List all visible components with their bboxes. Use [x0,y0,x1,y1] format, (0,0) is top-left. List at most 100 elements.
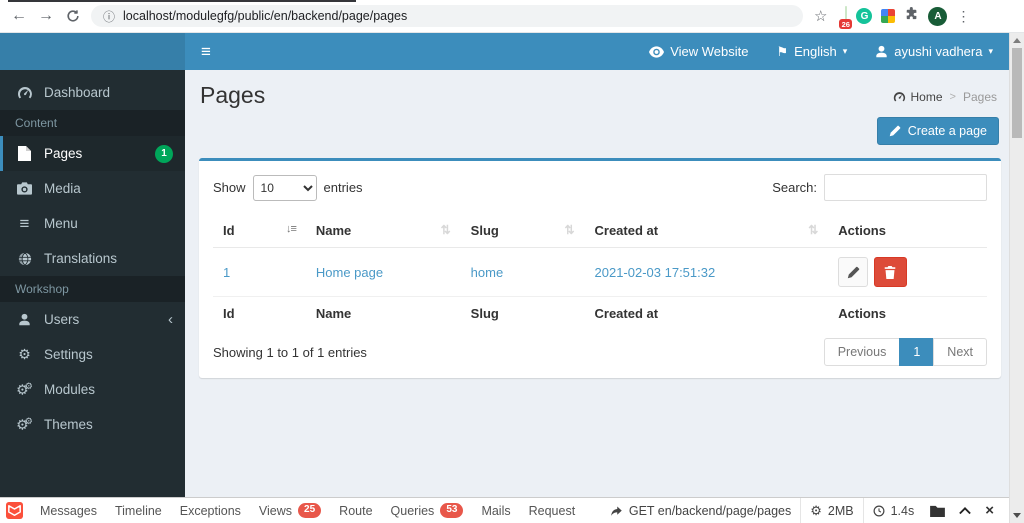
view-website-link[interactable]: View Website [649,44,748,59]
pages-table-panel: Show 10 entries Search: [199,158,1001,378]
debugbar-tab-route[interactable]: Route [339,503,373,518]
table-info: Showing 1 to 1 of 1 entries [213,344,367,360]
create-page-label: Create a page [907,124,987,138]
vertical-scrollbar[interactable] [1009,33,1024,523]
language-menu[interactable]: ⚑ English ▾ [776,44,847,60]
create-page-button[interactable]: Create a page [876,117,999,145]
sidebar-label: Translations [44,251,118,266]
debugbar-open-icon[interactable] [923,505,952,517]
pagination: Previous 1 Next [823,338,987,366]
breadcrumb: Home > Pages [893,90,997,104]
clock-icon [873,505,885,516]
page-length-select[interactable]: 10 [252,174,317,201]
column-header-id[interactable]: Id ↓≡ [213,214,306,248]
page-title: Pages [200,82,266,108]
flag-icon: ⚑ [776,43,789,59]
next-page-button[interactable]: Next [933,338,987,366]
back-icon[interactable]: ← [11,7,27,24]
debugbar-tab-queries[interactable]: Queries 53 [382,498,473,523]
column-header-actions: Actions [828,214,987,248]
sidebar-item-themes[interactable]: ⚙⚙ Themes [0,407,185,442]
sidebar-section-content: Content [0,110,185,136]
debugbar-tab-timeline[interactable]: Timeline [114,503,162,518]
pages-table: Id ↓≡ Name ⇅ Slug ⇅ Created at ⇅ Actions 1 H… [213,214,987,330]
search-label: Search: [772,180,817,195]
debugbar-tab-exceptions[interactable]: Exceptions [179,503,241,518]
row-slug-link[interactable]: home [470,264,504,280]
globe-icon [15,252,34,266]
sidebar-section-workshop: Workshop [0,276,185,302]
scroll-up-icon[interactable] [1010,33,1024,48]
site-info-icon[interactable]: ⓘ [103,9,116,24]
extension-colors-icon[interactable] [881,9,896,23]
sidebar-item-menu[interactable]: ≡ Menu [0,206,185,241]
sidebar-item-dashboard[interactable]: Dashboard [0,75,185,110]
sidebar-item-users[interactable]: Users ‹ [0,302,185,337]
footer-column-slug: Slug [470,306,499,321]
debugbar-request-info[interactable]: GET en/backend/page/pages [601,498,800,523]
address-bar[interactable]: ⓘ localhost/modulegfg/public/en/backend/… [91,5,803,27]
debugbar-tab-mails[interactable]: Mails [481,503,511,518]
extensions-puzzle-icon[interactable] [904,6,919,26]
sidebar-item-settings[interactable]: ⚙ Settings [0,337,185,372]
row-name-link[interactable]: Home page [315,264,384,280]
column-header-created[interactable]: Created at ⇅ [584,214,829,248]
row-id-link[interactable]: 1 [223,264,231,280]
footer-column-created: Created at [594,306,659,321]
breadcrumb-home-link[interactable]: Home [893,90,943,104]
breadcrumb-home-label: Home [910,90,943,104]
column-header-slug[interactable]: Slug ⇅ [460,214,585,248]
debugbar-tab-messages[interactable]: Messages [40,503,97,518]
edit-button[interactable] [838,257,869,287]
sidebar-label: Settings [44,347,93,362]
browser-profile-avatar[interactable]: A [928,6,948,26]
debugbar-tab-request[interactable]: Request [528,503,576,518]
trash-icon [885,265,896,279]
extension-badge: 26 [839,19,853,29]
row-created-link[interactable]: 2021-02-03 17:51:32 [594,264,716,280]
page-1-button[interactable]: 1 [899,338,935,366]
sidebar-item-modules[interactable]: ⚙⚙ Modules [0,372,185,407]
show-label: Show [213,180,246,195]
scroll-down-icon[interactable] [1010,508,1024,523]
view-website-label: View Website [670,44,749,59]
laravel-debugbar-icon[interactable] [6,502,23,519]
delete-button[interactable] [873,257,907,287]
share-arrow-icon [611,506,622,516]
cogs-icon: ⚙⚙ [16,415,33,433]
browser-toolbar: ← → ⓘ localhost/modulegfg/public/en/back… [0,0,1024,33]
sidebar-item-media[interactable]: Media [0,171,185,206]
debugbar-memory: ⚙ 2MB [800,498,862,523]
sidebar-toggle-icon[interactable]: ≡ [201,41,211,61]
debugbar-collapse-icon[interactable] [952,506,978,515]
table-row: 1 Home page home 2021-02-03 17:51:32 [213,247,987,297]
sidebar-label: Dashboard [44,85,111,100]
sidebar-item-translations[interactable]: Translations [0,241,185,276]
cogs-icon: ⚙ [810,502,822,518]
pencil-icon [847,266,860,278]
debugbar-close-icon[interactable]: × [985,502,994,519]
extension-messenger-icon[interactable]: 26 [839,6,853,29]
folder-icon [930,505,946,517]
user-menu[interactable]: ayushi vadhera ▾ [875,44,993,59]
sort-icon: ⇅ [564,223,575,237]
column-header-name[interactable]: Name ⇅ [305,214,461,248]
sidebar-label: Pages [44,146,83,161]
main-content: Pages Home > Pages Create a page [185,70,1009,497]
previous-page-button[interactable]: Previous [823,338,901,366]
bookmark-star-icon[interactable]: ☆ [814,8,828,25]
sort-desc-icon: ↓≡ [285,223,297,235]
browser-menu-icon[interactable]: ⋮ [956,7,971,24]
reload-icon[interactable] [64,9,82,23]
scrollbar-thumb[interactable] [1012,48,1022,138]
person-icon [15,313,34,326]
forward-icon[interactable]: → [38,7,54,24]
debugbar-tab-views[interactable]: Views 25 [250,498,330,523]
footer-column-actions: Actions [838,306,886,321]
pencil-icon [889,125,901,137]
browser-tab-edge [8,0,356,2]
extension-grammarly-icon[interactable]: G [856,8,873,24]
footer-column-id: Id [223,306,235,321]
sidebar-item-pages[interactable]: Pages 1 [0,136,185,171]
search-input[interactable] [824,174,987,201]
